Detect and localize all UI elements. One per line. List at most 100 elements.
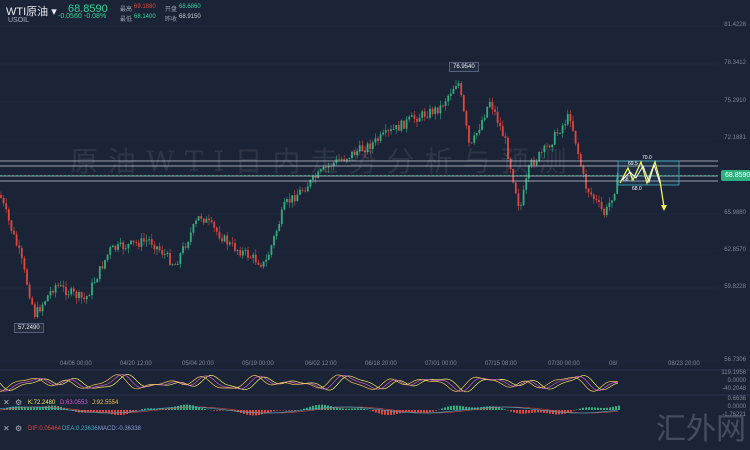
candle	[566, 109, 569, 127]
macd-bar	[609, 407, 611, 410]
chart-grid	[0, 25, 718, 362]
candle	[559, 132, 561, 135]
candle	[426, 111, 429, 120]
candle	[101, 261, 104, 270]
macd-bar	[453, 405, 455, 410]
macd-bar	[456, 405, 458, 410]
candle	[439, 100, 442, 120]
kdj-line	[0, 374, 619, 393]
kdj-k: K:72.2480	[28, 400, 56, 406]
candle	[423, 107, 426, 122]
candle	[546, 143, 548, 150]
macd-dea: DEA:0.23636	[62, 426, 98, 432]
close-icon[interactable]: ✕	[3, 424, 10, 433]
candle	[543, 144, 546, 158]
candle	[561, 122, 564, 139]
macd-dif: DIF:0.05464	[28, 426, 62, 432]
candle	[26, 267, 28, 286]
macd-bar	[303, 408, 305, 410]
macd-bar	[51, 405, 53, 410]
candle	[382, 129, 385, 136]
candle	[574, 130, 577, 146]
macd-bar	[291, 410, 293, 411]
candle	[91, 278, 93, 300]
candle	[418, 113, 421, 122]
candle	[36, 301, 39, 319]
candle	[460, 81, 463, 97]
candle	[106, 254, 109, 263]
candle	[390, 124, 392, 135]
macd-bar	[420, 410, 422, 413]
y-tick-label: 65.9880	[724, 210, 746, 216]
candle	[247, 246, 249, 261]
candle	[52, 289, 54, 296]
macd-bar	[501, 408, 503, 410]
macd-bar	[393, 410, 395, 415]
candle	[252, 252, 255, 264]
candle	[366, 141, 369, 155]
macd-bar	[444, 407, 446, 410]
candle	[431, 106, 434, 117]
candle	[65, 281, 67, 301]
candle	[202, 217, 205, 226]
candle	[72, 285, 75, 296]
indicator-tick-label: -40.2048	[722, 386, 746, 392]
candle	[59, 280, 62, 287]
candle	[468, 125, 470, 147]
macd-bar	[555, 410, 557, 415]
candle	[397, 121, 400, 131]
macd-bar	[306, 407, 308, 410]
candle	[130, 240, 132, 246]
macd-bar	[552, 410, 554, 415]
candle	[429, 104, 431, 120]
macd-bar	[384, 410, 386, 415]
macd-bar	[108, 410, 110, 414]
macd-bar	[159, 408, 161, 410]
candle	[501, 120, 504, 137]
candle	[249, 255, 252, 259]
macd-bar	[600, 407, 602, 410]
settings-icon[interactable]: ⚙	[15, 424, 23, 433]
macd-bar	[285, 410, 287, 411]
symbol-selector[interactable]: WTI原油 ▾	[6, 6, 57, 18]
macd-bar	[60, 406, 62, 410]
macd-bar	[375, 410, 377, 413]
macd-bar	[129, 410, 131, 414]
macd-bar	[381, 410, 383, 415]
open-value: 68.6860	[179, 4, 201, 10]
candle	[538, 151, 541, 163]
macd-bar	[204, 409, 206, 410]
macd-bar	[435, 410, 437, 411]
macd-bar	[312, 405, 314, 410]
macd-bar	[573, 410, 575, 411]
candle	[309, 179, 312, 189]
macd-bar	[546, 410, 548, 414]
candle	[408, 115, 411, 123]
macd-bar	[516, 410, 518, 414]
candle	[98, 266, 101, 283]
candle	[507, 136, 509, 160]
candle	[75, 289, 78, 304]
candle	[54, 282, 57, 298]
macd-bar	[513, 410, 515, 413]
x-tick-label: 04/20 12:00	[120, 361, 152, 367]
candle	[205, 216, 208, 223]
candle	[39, 304, 41, 313]
candle	[527, 164, 530, 183]
macd-bar	[549, 410, 551, 414]
candle	[31, 296, 34, 306]
x-tick-label: 07/15 08:00	[485, 361, 517, 367]
macd-bar	[201, 408, 203, 410]
projection-box	[617, 160, 680, 186]
close-icon[interactable]: ✕	[3, 398, 10, 407]
candle	[228, 240, 231, 247]
candle	[462, 94, 465, 113]
candle	[592, 193, 595, 204]
candle	[371, 140, 374, 154]
settings-icon[interactable]: ⚙	[15, 398, 23, 407]
candle	[611, 200, 613, 208]
candle	[564, 119, 567, 130]
y-tick-label: 59.8228	[724, 284, 746, 290]
candle	[522, 185, 525, 207]
